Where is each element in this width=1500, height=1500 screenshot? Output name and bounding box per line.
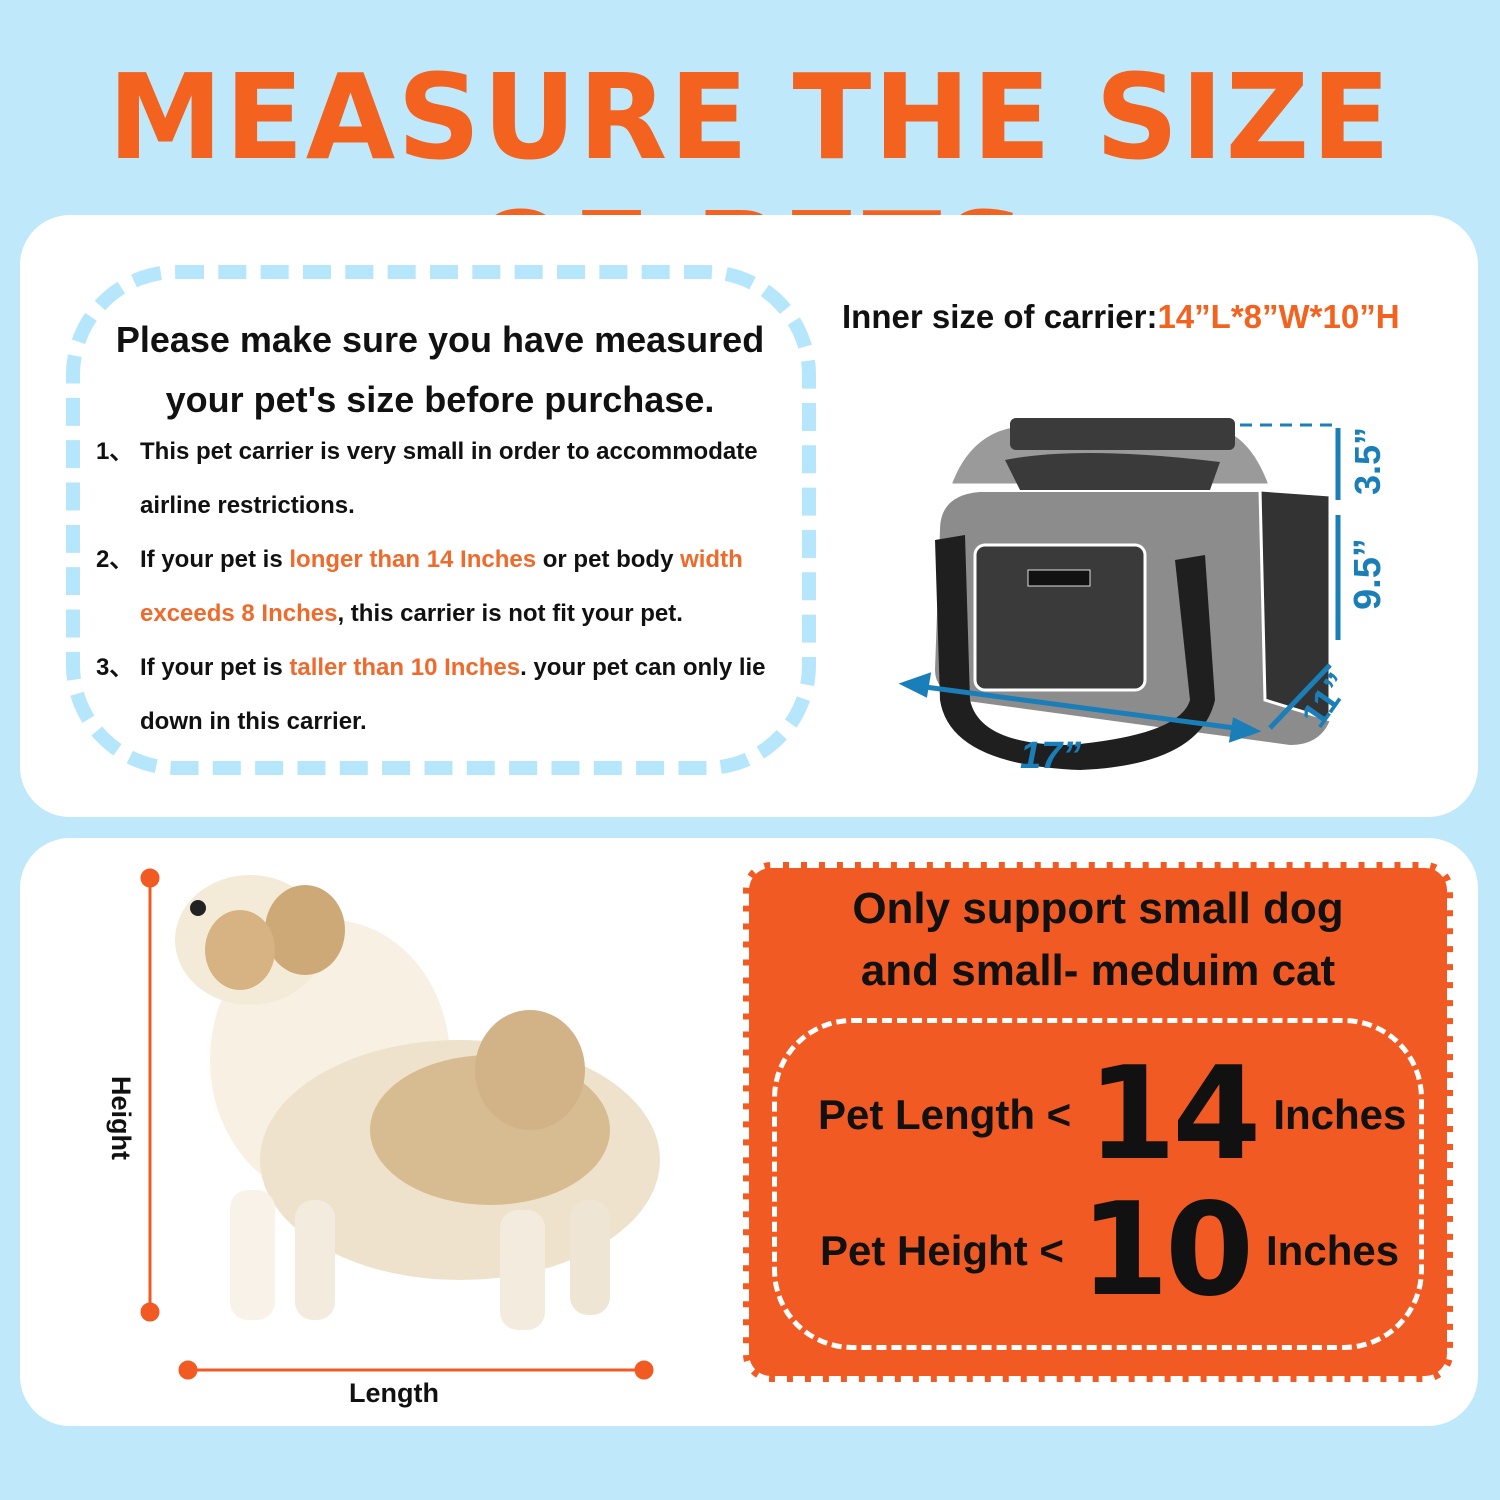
notice-item-number: 1、 — [96, 438, 134, 465]
height-limit-label: Pet Height < — [820, 1226, 1064, 1274]
notice-item-number: 3、 — [96, 654, 134, 681]
inner-size-value: 14”L*8”W*10”H — [1157, 298, 1400, 335]
inner-size: Inner size of carrier:14”L*8”W*10”H — [842, 298, 1400, 336]
height-dim: 9.5” — [1347, 538, 1389, 610]
notice-item-text: If your pet is taller than 10 Inches. yo… — [140, 641, 816, 749]
height-limit: Pet Height < 10 Inches — [820, 1176, 1399, 1325]
length-limit: Pet Length < 14 Inches — [818, 1040, 1406, 1189]
carrier-illustration: 17” 11” 9.5” 3.5” — [898, 418, 1389, 777]
carrier-bag — [935, 418, 1332, 770]
support-line2: and small- meduim cat — [860, 946, 1336, 995]
limits-frame — [772, 1018, 1424, 1350]
dog-photo — [175, 875, 660, 1330]
pet-measure-guides — [140, 868, 660, 1380]
notice-text: , this carrier is not fit your pet. — [337, 600, 683, 627]
notice-heading-line1: Please make sure you have measured — [115, 319, 765, 360]
length-limit-value: 14 — [1087, 1040, 1261, 1189]
notice-heading-line2: your pet's size before purchase. — [165, 379, 715, 420]
notice-text: . your pet can only lie down in this car… — [140, 654, 766, 735]
notice-frame — [66, 265, 816, 775]
notice-item-number: 2、 — [96, 546, 134, 573]
notice-item: 1、 This pet carrier is very small in orde… — [96, 425, 816, 533]
notice-list: 1、 This pet carrier is very small in orde… — [96, 425, 816, 749]
inner-size-label: Inner size of carrier: — [842, 298, 1158, 335]
length-dim: 17” — [1020, 735, 1081, 777]
notice-item-text: If your pet is longer than 14 Inches or … — [140, 533, 816, 641]
notice-text: This pet carrier is very small in order … — [140, 438, 758, 519]
length-label: Length — [349, 1378, 439, 1408]
brand-logo — [1027, 569, 1091, 587]
notice-text: If your pet is — [140, 546, 290, 573]
length-limit-label: Pet Length < — [818, 1090, 1072, 1138]
highlight-text: width exceeds 8 Inches — [140, 546, 743, 627]
height-limit-value: 10 — [1079, 1176, 1254, 1325]
support-heading: Only support small dog and small- meduim… — [743, 878, 1453, 1002]
height-label: Height — [106, 1076, 136, 1160]
highlight-text: taller than 10 Inches — [289, 654, 521, 681]
height-limit-unit: Inches — [1266, 1226, 1400, 1274]
notice-item: 2、 If your pet is longer than 14 Inches o… — [96, 533, 816, 641]
top-dim: 3.5” — [1347, 427, 1388, 495]
notice-heading: Please make sure you have measured your … — [90, 310, 790, 430]
support-line1: Only support small dog — [852, 884, 1344, 933]
length-limit-unit: Inches — [1273, 1090, 1407, 1138]
notice-text: or pet body — [536, 546, 681, 573]
support-box — [743, 862, 1453, 1382]
notice-text: If your pet is — [140, 654, 290, 681]
dimension-arrows — [898, 423, 1341, 743]
notice-item: 3、 If your pet is taller than 10 Inches.… — [96, 641, 816, 749]
highlight-text: longer than 14 Inches — [289, 546, 537, 573]
notice-item-text: This pet carrier is very small in order … — [140, 425, 816, 533]
